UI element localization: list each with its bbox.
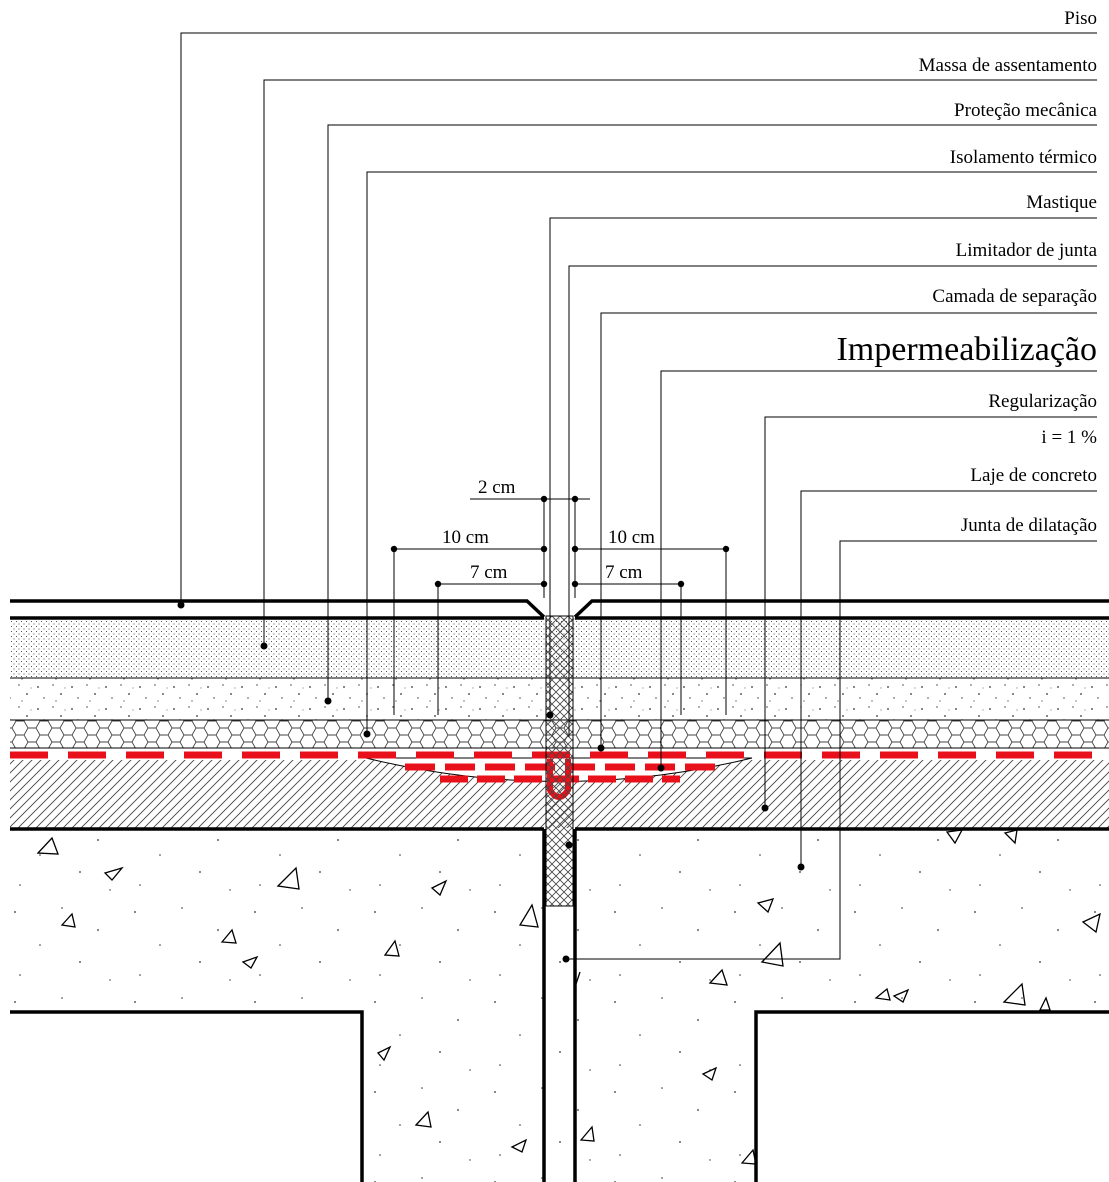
concrete-aggregate — [36, 829, 1101, 1165]
label-protecao: Proteção mecânica — [954, 100, 1098, 121]
label-massa: Massa de assentamento — [919, 55, 1097, 76]
label-limitador: Limitador de junta — [956, 240, 1098, 261]
label-inclinacao: i = 1 % — [1041, 427, 1097, 448]
dim-joint-width: 2 cm — [478, 477, 516, 498]
dim-left-outer: 10 cm — [442, 527, 489, 548]
label-laje: Laje de concreto — [970, 465, 1097, 486]
label-mastique: Mastique — [1026, 192, 1097, 213]
label-impermeabilizacao: Impermeabilização — [836, 331, 1097, 368]
dim-right-outer: 10 cm — [608, 527, 655, 548]
outline-lines — [10, 599, 1109, 1182]
layer-labels: Piso Massa de assentamento Proteção mecâ… — [836, 8, 1097, 536]
dim-right-inner: 7 cm — [605, 562, 643, 583]
label-isolamento: Isolamento térmico — [950, 147, 1097, 168]
dimension-lines — [390, 495, 730, 715]
label-junta: Junta de dilatação — [961, 515, 1097, 536]
leader-dots — [177, 601, 805, 963]
dim-left-inner: 7 cm — [470, 562, 508, 583]
label-separacao: Camada de separação — [932, 286, 1097, 307]
label-regularizacao: Regularização — [988, 391, 1097, 412]
label-piso: Piso — [1064, 8, 1097, 29]
leader-lines — [180, 32, 1097, 960]
